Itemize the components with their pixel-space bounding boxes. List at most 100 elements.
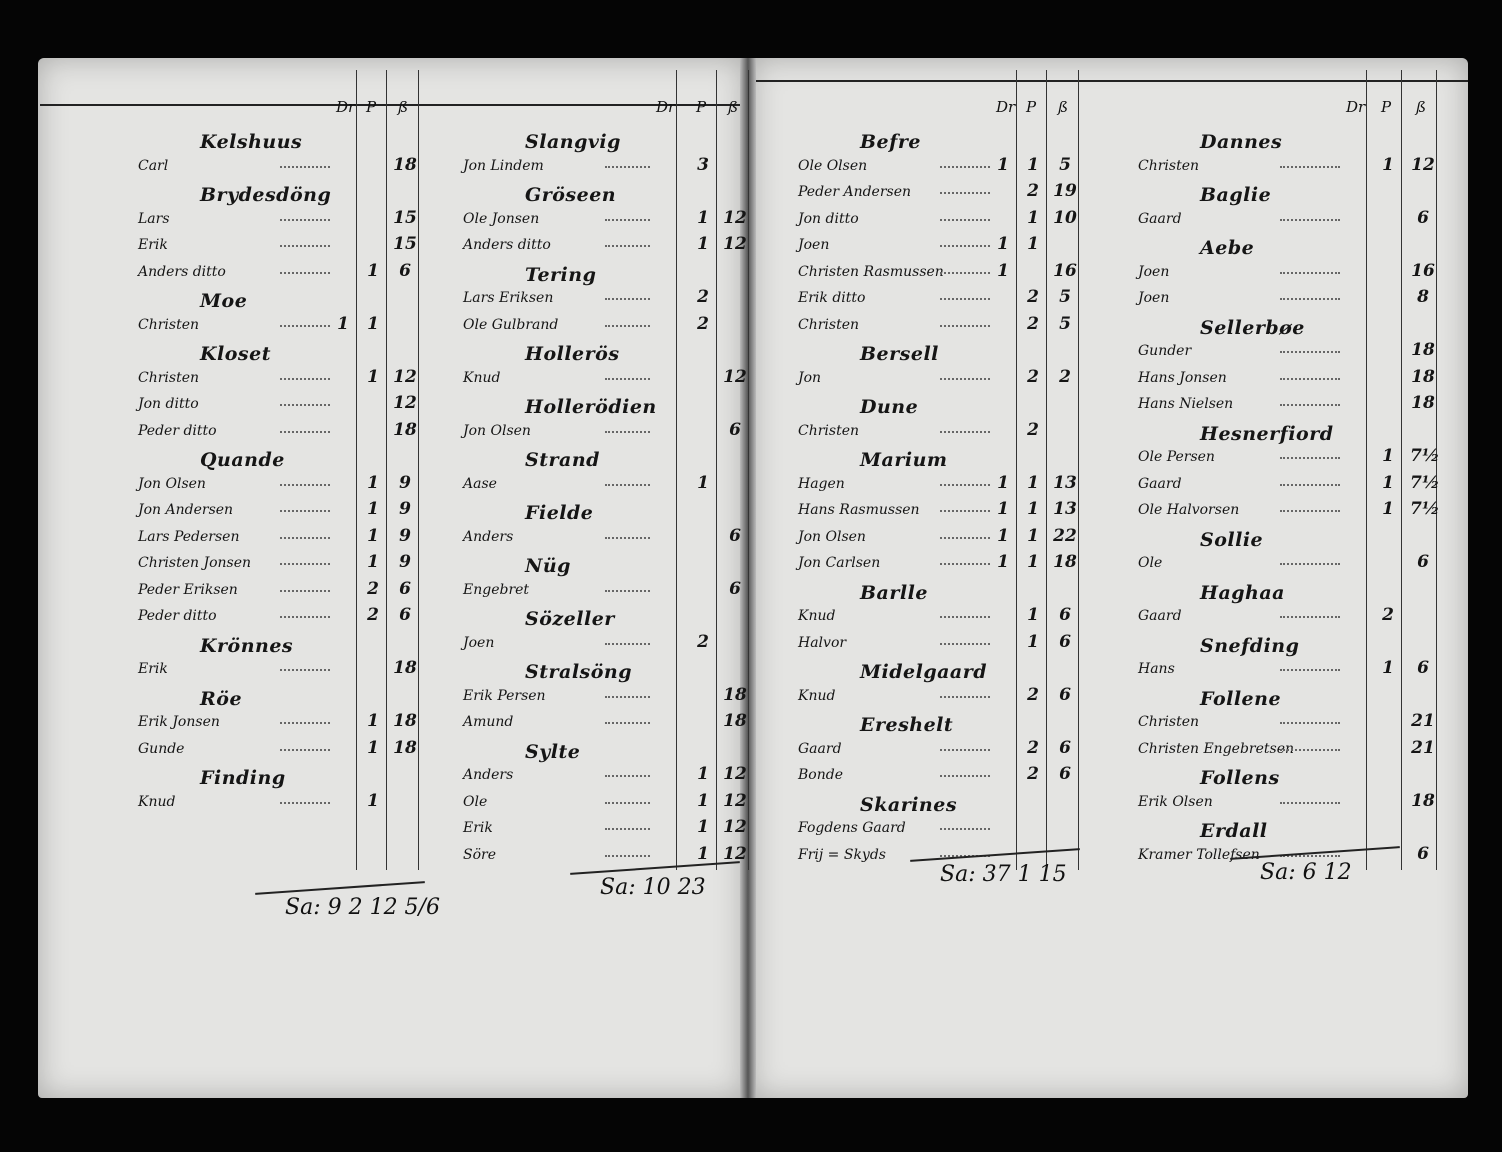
ledger-entry: Erik 1 12: [455, 817, 752, 844]
tax-value: 1: [1382, 499, 1394, 519]
tax-value: 16: [1053, 260, 1077, 281]
ledger-entry: Jon Lindem 3: [455, 155, 752, 182]
taxpayer-name: Söre: [463, 846, 496, 863]
column-rule: [1436, 70, 1437, 870]
taxpayer-name: Erik: [463, 820, 493, 836]
tax-value: 1: [1382, 154, 1394, 175]
taxpayer-name: Ole Olsen: [798, 157, 868, 174]
leader-dots: [1280, 456, 1340, 459]
tax-value: 2: [1382, 605, 1394, 625]
leader-dots: [1280, 297, 1340, 300]
tax-value: 21: [1411, 711, 1435, 731]
taxpayer-name: Lars Pedersen: [138, 528, 240, 545]
farm-heading: Slangvig: [455, 128, 752, 155]
leader-dots: [605, 218, 650, 221]
farm-heading: Sellerbøe: [1130, 314, 1440, 341]
tax-value: 10: [1053, 207, 1077, 228]
farm-heading: Aebe: [1130, 234, 1440, 261]
farm-heading: Strand: [455, 446, 752, 473]
taxpayer-name: Joen: [1138, 290, 1170, 306]
farm-name: Strand: [525, 449, 600, 471]
column-header: Dr: [996, 98, 1016, 116]
tax-value: 15: [393, 207, 417, 228]
column-header: Dr: [1346, 98, 1366, 116]
taxpayer-name: Anders ditto: [138, 263, 226, 280]
tax-value: 12: [393, 366, 417, 387]
taxpayer-name: Anders: [463, 528, 514, 545]
taxpayer-name: Christen: [798, 422, 860, 439]
taxpayer-name: Hans Jonsen: [1138, 369, 1227, 386]
farm-name: Finding: [200, 767, 286, 789]
top-rule-right: [756, 80, 1468, 82]
taxpayer-name: Carl: [138, 157, 169, 174]
taxpayer-name: Erik ditto: [798, 290, 866, 306]
tax-value: 6: [1059, 684, 1071, 705]
right-page: [752, 58, 1468, 1098]
farm-name: Nüg: [525, 555, 571, 577]
ledger-entry: Jon Andersen 1 9: [130, 499, 422, 526]
taxpayer-name: Engebret: [463, 581, 530, 598]
tax-value: 12: [1411, 154, 1435, 175]
taxpayer-name: Hans Rasmussen: [798, 502, 920, 518]
leader-dots: [1280, 615, 1340, 618]
farm-name: Sellerbøe: [1200, 316, 1305, 339]
tax-value: 5: [1059, 287, 1071, 307]
leader-dots: [605, 695, 650, 698]
column-rule: [1366, 70, 1367, 870]
tax-value: 1: [1027, 525, 1039, 546]
farm-heading: Moe: [130, 287, 422, 314]
tax-value: 9: [399, 525, 411, 546]
farm-name: Sözeller: [525, 608, 615, 630]
leader-dots: [940, 536, 990, 539]
tax-value: 1: [997, 499, 1009, 519]
column-rule: [676, 70, 677, 870]
farm-name: Fielde: [525, 502, 594, 524]
farm-heading: Dune: [790, 393, 1082, 420]
farm-heading: Befre: [790, 128, 1082, 155]
tax-value: 1: [367, 711, 379, 731]
ledger-entry: Christen 1 12: [1130, 155, 1440, 182]
leader-dots: [940, 297, 990, 300]
leader-dots: [605, 297, 650, 300]
farm-heading: Sylte: [455, 738, 752, 765]
ledger-entry: Christen 1 12: [130, 367, 422, 394]
tax-value: 1: [1382, 658, 1394, 678]
leader-dots: [940, 430, 990, 433]
tax-value: 2: [1027, 313, 1039, 334]
tax-value: 2: [697, 287, 709, 307]
tax-value: 1: [367, 737, 379, 758]
taxpayer-name: Halvor: [798, 634, 847, 651]
left-page: [38, 58, 744, 1098]
taxpayer-name: Bonde: [798, 767, 843, 783]
tax-value: 1: [697, 764, 709, 784]
leader-dots: [940, 854, 990, 857]
farm-heading: Bersell: [790, 340, 1082, 367]
ledger-entry: Gunde 1 18: [130, 738, 422, 765]
ledger-entry: Knud 1: [130, 791, 422, 818]
taxpayer-name: Gaard: [1138, 475, 1182, 492]
ledger-entry: Erik Jonsen 1 18: [130, 711, 422, 738]
tax-value: 1: [367, 499, 379, 519]
farm-heading: Nüg: [455, 552, 752, 579]
leader-dots: [940, 827, 990, 830]
column-rule: [716, 70, 717, 870]
farm-name: Kloset: [200, 343, 271, 365]
tax-value: 18: [393, 154, 417, 175]
ledger-entry: Jon 2 2: [790, 367, 1082, 394]
farm-name: Dune: [860, 396, 919, 418]
farm-heading: Follene: [1130, 685, 1440, 712]
taxpayer-name: Christen Engebretsen: [1138, 740, 1294, 757]
taxpayer-name: Gunder: [1138, 343, 1192, 359]
ledger-entry: Fogdens Gaard: [790, 817, 1082, 844]
leader-dots: [1280, 165, 1340, 168]
leader-dots: [1280, 271, 1340, 274]
farm-heading: Erdall: [1130, 817, 1440, 844]
taxpayer-name: Christen: [1138, 714, 1200, 730]
taxpayer-name: Christen: [138, 316, 200, 333]
leader-dots: [1280, 403, 1340, 406]
taxpayer-name: Christen: [1138, 157, 1200, 174]
column-header: ß: [1416, 98, 1427, 116]
ledger-entry: Erik ditto 2 5: [790, 287, 1082, 314]
tax-value: 1: [367, 525, 379, 546]
ledger-entry: Hans Rasmussen 1 1 13: [790, 499, 1082, 526]
